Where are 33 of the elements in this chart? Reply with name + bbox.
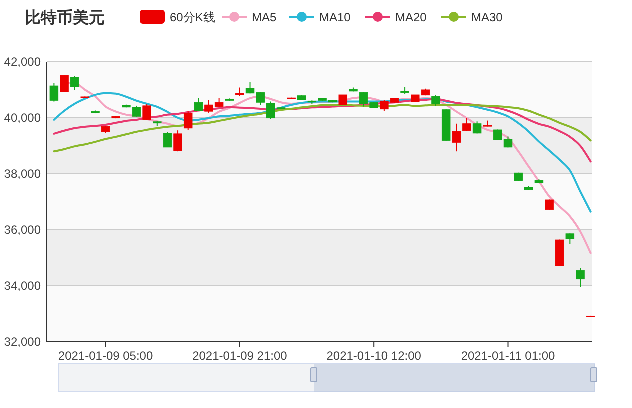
y-tick-label: 38,000 (4, 167, 42, 181)
candlestick (566, 233, 575, 244)
candlestick (462, 118, 472, 132)
legend-label: 60分K线 (170, 10, 216, 24)
candlestick (576, 268, 585, 288)
legend-label: MA10 (320, 10, 352, 24)
candlestick (174, 130, 182, 152)
candlestick (472, 121, 482, 134)
candlestick (194, 98, 204, 112)
y-tick-label: 32,000 (4, 335, 42, 349)
x-tick-label: 2021-01-09 05:00 (58, 349, 154, 363)
candlestick (432, 94, 440, 106)
candlestick (142, 104, 152, 121)
y-tick-label: 40,000 (4, 111, 42, 125)
x-tick-label: 2021-01-10 12:00 (326, 349, 422, 363)
candlestick (184, 111, 193, 131)
candlestick (163, 132, 172, 148)
y-tick-label: 36,000 (4, 223, 42, 237)
legend-label: MA30 (472, 10, 504, 24)
candlestick (60, 75, 69, 92)
y-tick-label: 34,000 (4, 279, 42, 293)
line-series (53, 104, 592, 153)
y-tick-label: 42,000 (4, 55, 42, 69)
x-tick-label: 2021-01-11 01:00 (461, 349, 556, 363)
candlestick (50, 82, 59, 102)
line-series (53, 92, 592, 213)
chart-title: 比特币美元 (25, 8, 105, 27)
candlestick (338, 94, 348, 106)
legend-label: MA20 (396, 10, 428, 24)
x-tick-label: 2021-01-09 21:00 (192, 349, 288, 363)
candlestick (452, 123, 462, 152)
legend-label: MA5 (252, 10, 277, 24)
candlestick (70, 76, 80, 90)
